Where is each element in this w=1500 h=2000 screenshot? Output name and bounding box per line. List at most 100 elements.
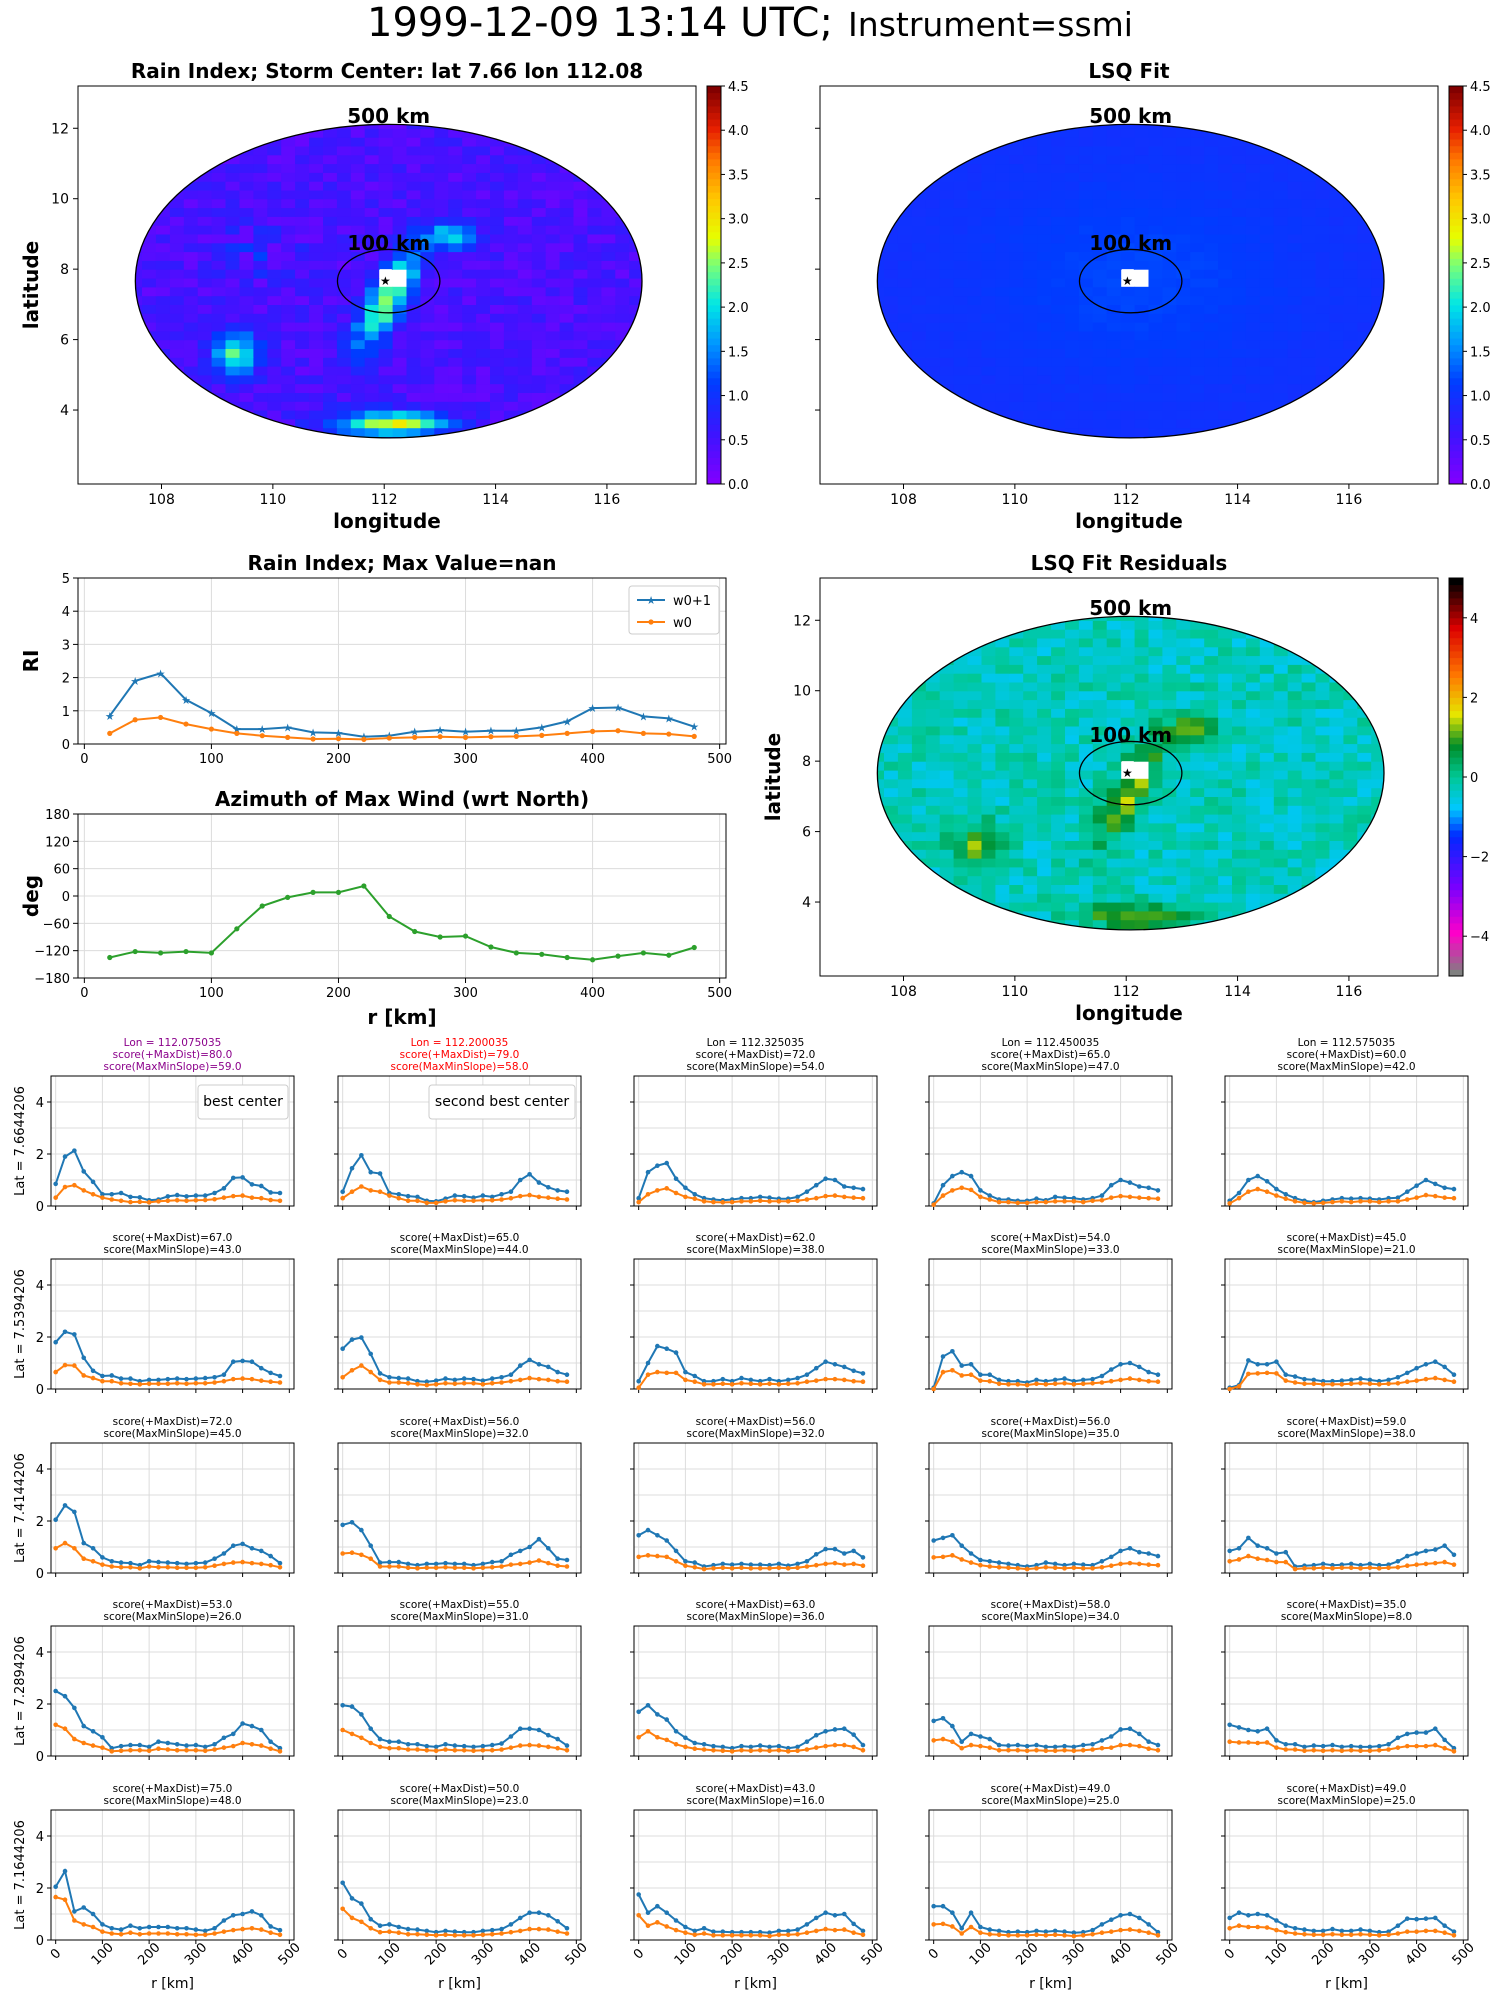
data-point	[480, 1561, 486, 1567]
data-point	[655, 1553, 660, 1559]
data-point	[1052, 1748, 1058, 1754]
x-tick-label: 500	[276, 1940, 304, 1968]
x-tick-label: 400	[580, 986, 605, 1001]
data-point	[804, 1564, 810, 1569]
center-hole	[379, 269, 392, 286]
data-point	[1311, 1377, 1317, 1383]
subplot-frame	[50, 1258, 295, 1390]
colorbar-tick-label: 3.5	[728, 168, 749, 183]
data-point	[1255, 1362, 1261, 1367]
x-tick-label: 500	[1154, 1940, 1182, 1968]
data-point	[1451, 1372, 1457, 1377]
data-point	[683, 1194, 688, 1200]
data-point	[940, 1554, 946, 1560]
data-point	[437, 934, 443, 940]
data-point	[368, 1188, 374, 1193]
data-point	[100, 1192, 105, 1197]
data-point	[748, 1381, 754, 1387]
data-point	[234, 926, 240, 932]
subplot: Lon = 112.575035score(+MaxDist)=60.0scor…	[1221, 1037, 1469, 1210]
x-tick-label: 300	[469, 1940, 497, 1968]
data-point	[555, 1929, 560, 1934]
y-tick-label: 4	[802, 895, 811, 911]
data-point	[249, 1926, 255, 1931]
data-point	[1155, 1188, 1161, 1193]
data-point	[1108, 1734, 1114, 1739]
data-point	[692, 1192, 698, 1197]
data-point	[184, 1747, 189, 1753]
data-point	[1348, 1928, 1354, 1934]
data-point	[555, 1378, 560, 1384]
data-point	[100, 1734, 105, 1740]
data-point	[100, 1378, 105, 1384]
data-point	[1274, 1559, 1279, 1565]
data-point	[950, 1739, 955, 1744]
data-point	[109, 1197, 115, 1202]
data-point	[645, 1923, 651, 1928]
data-point	[959, 1169, 965, 1175]
data-point	[555, 1196, 560, 1202]
subplot-title: score(+MaxDist)=72.0	[113, 1416, 233, 1428]
data-point	[340, 1522, 345, 1528]
data-point	[1118, 1913, 1123, 1918]
data-point	[249, 1376, 255, 1382]
colorbar-tick-label: 1.5	[728, 345, 749, 360]
subplot-title: score(MaxMinSlope)=25.0	[1277, 1795, 1415, 1807]
data-point	[1358, 1927, 1363, 1932]
data-point	[443, 1560, 448, 1566]
x-tick-label: 200	[1309, 1940, 1337, 1968]
data-point	[310, 889, 316, 895]
y-tick-label: 4	[62, 605, 70, 620]
ring-label-500km: 500 km	[1089, 596, 1172, 620]
data-point	[931, 1922, 936, 1927]
center-star-icon: ★	[1122, 274, 1133, 288]
data-point	[349, 1704, 355, 1709]
data-point	[489, 1931, 495, 1937]
data-point	[950, 1173, 955, 1179]
data-point	[1062, 1933, 1067, 1938]
data-point	[1246, 1371, 1251, 1377]
data-point	[692, 1928, 698, 1934]
subplot-title: score(MaxMinSlope)=44.0	[390, 1244, 528, 1256]
data-point	[100, 1922, 105, 1927]
profile-line	[55, 1690, 281, 1750]
azimuth-max-wind-chart: 0 100 200 300 400 500−180−120−60060120180Azim…	[19, 787, 732, 1029]
data-point	[987, 1193, 993, 1198]
data-point	[950, 1553, 955, 1558]
data-point	[683, 1563, 688, 1569]
subplot-frame	[337, 1075, 582, 1207]
data-point	[940, 1921, 946, 1927]
data-point	[636, 1195, 641, 1201]
data-point	[545, 1927, 551, 1932]
subplot: score(+MaxDist)=55.0score(MaxMinSlope)=3…	[334, 1599, 582, 1760]
data-point	[1246, 1740, 1251, 1745]
data-point	[202, 1748, 208, 1754]
data-point	[1080, 1566, 1086, 1571]
data-point	[230, 1743, 236, 1749]
data-point	[72, 1546, 77, 1551]
data-point	[959, 1926, 965, 1931]
data-point	[1367, 1377, 1373, 1383]
data-point	[1432, 1375, 1438, 1381]
data-point	[240, 1721, 245, 1726]
data-point	[1006, 1933, 1011, 1938]
x-tick-label: 110	[259, 492, 286, 508]
data-point	[1006, 1747, 1011, 1753]
data-point	[359, 1901, 364, 1906]
data-point	[461, 1933, 467, 1938]
data-point	[1302, 1927, 1307, 1932]
data-point	[202, 1193, 208, 1198]
data-point	[1451, 1379, 1457, 1385]
data-point	[795, 1927, 800, 1932]
data-point	[1432, 1193, 1438, 1199]
data-point	[499, 1926, 504, 1932]
data-point	[968, 1372, 974, 1377]
data-point	[655, 1920, 660, 1925]
data-point	[757, 1933, 763, 1938]
data-point	[1367, 1381, 1373, 1387]
colorbar-tick-label: 0	[1470, 771, 1478, 786]
data-point	[1423, 1561, 1429, 1567]
subplot-frame	[337, 1809, 582, 1941]
data-point	[517, 1177, 523, 1183]
ring-label-500km: 500 km	[1089, 104, 1172, 128]
